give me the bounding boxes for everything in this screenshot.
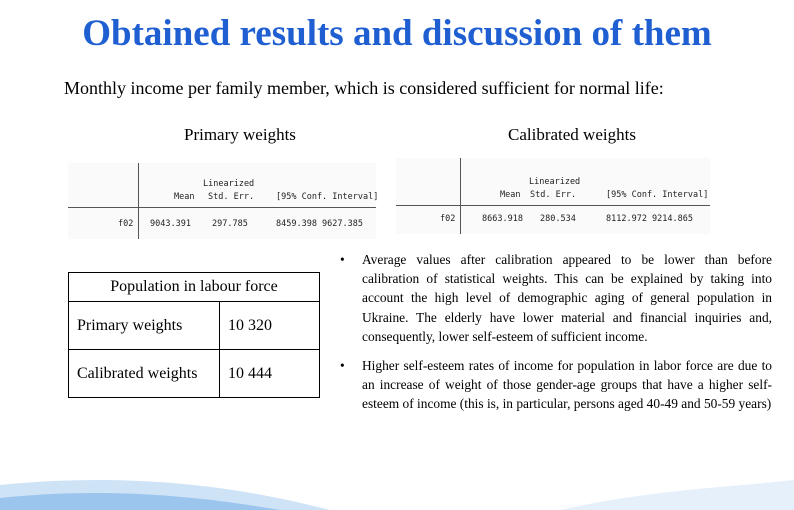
stata-header-top: Linearized [529,177,581,187]
bullet-text: Average values after calibration appeare… [362,252,772,344]
stata-mean: 9043.391 [150,219,191,229]
stata-header-top: Linearized [203,179,255,189]
stata-divider [138,163,139,239]
discussion-bullets: • Average values after calibration appea… [340,250,772,424]
stata-row-name: f02 [440,214,456,224]
bullet-symbol: • [340,252,345,267]
stata-ci-low: 8459.398 [276,219,317,229]
stata-row-name: f02 [118,219,134,229]
bullet-symbol: • [340,358,345,374]
stata-rule [68,207,376,208]
primary-weights-label: Primary weights [184,125,296,144]
stata-output-primary: Linearized Mean Std. Err. [95% Conf. Int… [68,163,379,239]
slide-subtitle: Monthly income per family member, which … [64,78,664,98]
stata-ci-high: 9627.385 [322,219,363,229]
stata-divider [460,158,461,234]
stata-ci-low: 8112.972 [606,214,647,224]
stata-std-err: 280.534 [540,214,576,224]
labour-force-table: Population in labour force Primary weigh… [68,272,320,398]
bullet-item: • Average values after calibration appea… [340,250,772,346]
bullet-text: Higher self-esteem rates of income for p… [362,358,772,412]
stata-std-err: 297.785 [212,219,248,229]
stata-ci-high: 9214.865 [652,214,693,224]
table-row: Primary weights 10 320 [68,301,320,350]
row-value: 10 320 [219,301,320,350]
calibrated-weights-label: Calibrated weights [508,125,636,144]
stata-mean: 8663.918 [482,214,523,224]
stata-col-std-err: Std. Err. [208,192,255,202]
slide-title: Obtained results and discussion of them [82,13,712,54]
stata-col-std-err: Std. Err. [530,190,577,200]
stata-output-calibrated: Linearized Mean Std. Err. [95% Conf. Int… [396,158,710,234]
stata-col-mean: Mean [500,190,521,200]
stata-col-conf-interval: [95% Conf. Interval] [606,190,709,200]
bullet-item: • Higher self-esteem rates of income for… [340,356,772,414]
labour-force-header: Population in labour force [68,272,320,302]
row-value: 10 444 [219,349,320,398]
row-label: Calibrated weights [68,349,220,398]
table-row: Calibrated weights 10 444 [68,349,320,398]
stata-col-mean: Mean [174,192,195,202]
stata-col-conf-interval: [95% Conf. Interval] [276,192,379,202]
stata-rule [396,205,710,206]
row-label: Primary weights [68,301,220,350]
